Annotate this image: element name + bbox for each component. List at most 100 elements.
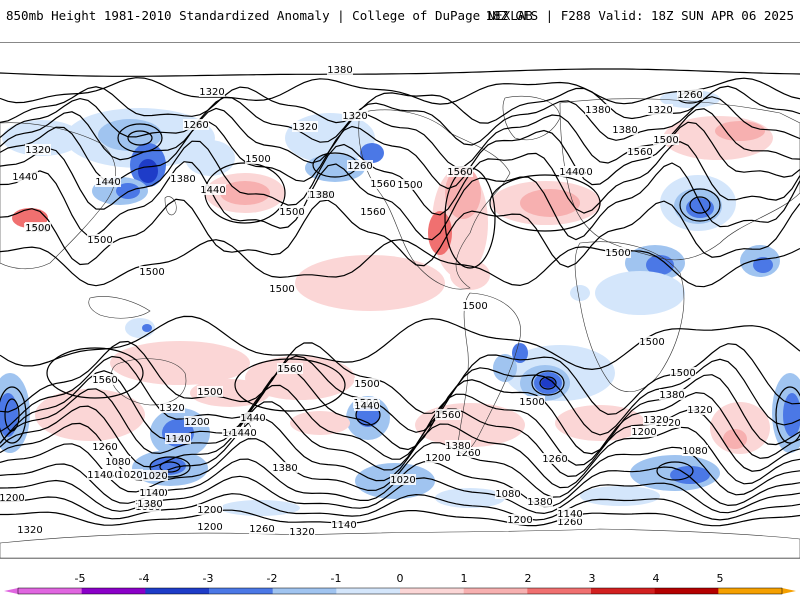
contour-label-bg [639, 336, 665, 347]
height-contour [0, 384, 800, 466]
contour-label: 1440 [12, 172, 37, 183]
contour-label: 1200 [425, 453, 450, 464]
height-contour [0, 77, 800, 105]
contour-label-bg [605, 247, 631, 258]
colorbar-tick-label: 3 [589, 572, 596, 585]
height-contour [0, 140, 800, 216]
contour-label-bg [557, 508, 583, 519]
coastline [502, 95, 561, 141]
contour-label-bg [95, 176, 121, 187]
contour-label-bg [279, 206, 305, 217]
anomaly-region [360, 143, 384, 163]
contour-label: 1440 [200, 185, 225, 196]
anomaly-region [450, 260, 490, 290]
coastline [358, 109, 511, 290]
colorbar-segment [18, 588, 83, 594]
anomaly-region [295, 255, 445, 311]
contour-label: 1380 [309, 190, 334, 201]
coastline [0, 528, 800, 558]
contour-label-bg [495, 488, 521, 499]
anomaly-region [142, 324, 152, 332]
contour-label: 1500 [269, 284, 294, 295]
contour-label: 1320 [647, 105, 672, 116]
contour-label: 1380 [659, 390, 684, 401]
contour-label-bg [670, 367, 696, 378]
contour-label-bg [462, 300, 488, 311]
contour-label-bg [25, 222, 51, 233]
contour-label: 1500 [354, 379, 379, 390]
anomaly-region [595, 271, 685, 315]
contour-label-bg [170, 173, 196, 184]
contour-label: 1500 [670, 368, 695, 379]
colorbar-tick-label: 1 [461, 572, 468, 585]
colorbar-segment [591, 588, 656, 594]
contour-label: 1140 [87, 470, 112, 481]
height-contour [0, 438, 800, 498]
contour-label: 1500 [25, 223, 50, 234]
contour-label-bg [139, 487, 165, 498]
contour-label-bg [105, 456, 131, 467]
contour-label: 1260 [557, 517, 582, 528]
contour-label-bg [557, 516, 583, 527]
contour-label: 1080 [495, 489, 520, 500]
contour-label-bg [370, 178, 396, 189]
contour-label-bg [435, 409, 461, 420]
height-contour [0, 493, 800, 521]
contour-label-bg [360, 206, 386, 217]
contour-label: 1260 [183, 120, 208, 131]
contour-label: 1140 [331, 520, 356, 531]
contour-label: 1080 [105, 457, 130, 468]
anomaly-shading [0, 90, 800, 516]
contour-label: 1500 [605, 248, 630, 259]
contour-label: 1380 [585, 105, 610, 116]
colorbar-segment [527, 588, 592, 594]
contour-label-bg [612, 124, 638, 135]
closed-contour [4, 398, 20, 432]
anomaly-region [110, 341, 250, 385]
contour-label: 1440 [231, 428, 256, 439]
map-header: 850mb Height 1981-2010 Standardized Anom… [0, 0, 800, 32]
closed-contour [775, 386, 800, 444]
closed-contour [689, 196, 711, 214]
contour-label: 1380 [612, 125, 637, 136]
contour-label: 1320 [687, 405, 712, 416]
height-contour [0, 475, 800, 515]
closed-contour [234, 358, 346, 412]
contour-label: 1440 [559, 167, 584, 178]
contour-label-bg [199, 86, 225, 97]
colorbar-tick-label: 5 [717, 572, 724, 585]
contour-label: 1200 [197, 522, 222, 533]
contour-label: 1020 [117, 470, 142, 481]
contour-label-bg [425, 452, 451, 463]
contour-label-bg [390, 474, 416, 485]
anomaly-region [715, 121, 765, 141]
contour-label-bg [245, 153, 271, 164]
contour-label: 1500 [245, 154, 270, 165]
contour-label-bg [659, 389, 685, 400]
contour-label: 1320 [643, 415, 668, 426]
contour-label: 1440 [95, 177, 120, 188]
contour-label: 1560 [277, 364, 302, 375]
contour-label-bg [117, 469, 143, 480]
contour-label-bg [0, 492, 25, 503]
contour-label: 1200 [0, 493, 25, 504]
coastline [0, 122, 116, 270]
contour-label-bg [87, 234, 113, 245]
height-contour [0, 68, 800, 77]
contour-label-bg [631, 426, 657, 437]
contour-label-bg [87, 469, 113, 480]
contour-label-bg [137, 498, 163, 509]
closed-contour [149, 456, 191, 478]
contour-label-bg [292, 121, 318, 132]
closed-contour [539, 376, 557, 390]
contour-label: 1260 [249, 524, 274, 535]
anomaly-region [116, 183, 140, 199]
colorbar-tick-label: 0 [397, 572, 404, 585]
contour-label-bg [585, 104, 611, 115]
contour-label: 1320 [159, 403, 184, 414]
contour-label: 1560 [360, 207, 385, 218]
coastline [164, 196, 177, 216]
contour-label-bg [347, 160, 373, 171]
contour-label: 1320 [289, 527, 314, 538]
